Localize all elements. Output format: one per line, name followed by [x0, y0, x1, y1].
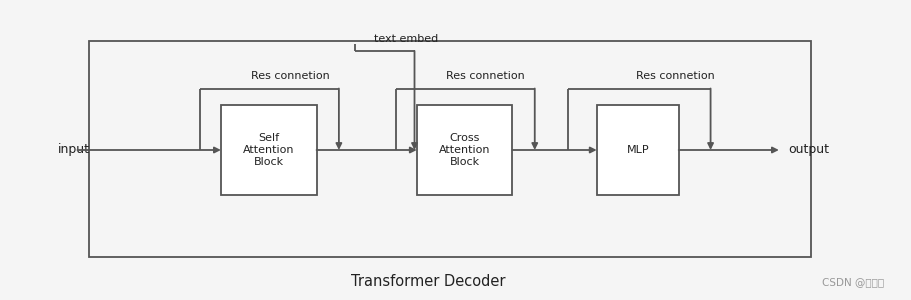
Text: Res connetion: Res connetion [636, 71, 714, 81]
Bar [417, 105, 512, 195]
Text: Res connetion: Res connetion [446, 71, 525, 81]
Text: MLP: MLP [627, 145, 649, 155]
Text: Cross
Attention
Block: Cross Attention Block [439, 134, 490, 166]
Bar [597, 105, 679, 195]
Text: output: output [788, 143, 829, 157]
Bar [89, 40, 811, 256]
Text: Res connetion: Res connetion [251, 71, 329, 81]
Text: text embed: text embed [374, 34, 438, 44]
Bar [220, 105, 317, 195]
Text: input: input [57, 143, 89, 157]
Text: Self
Attention
Block: Self Attention Block [243, 134, 294, 166]
Text: CSDN @朱小丰: CSDN @朱小丰 [822, 277, 884, 287]
Text: Transformer Decoder: Transformer Decoder [351, 274, 506, 290]
